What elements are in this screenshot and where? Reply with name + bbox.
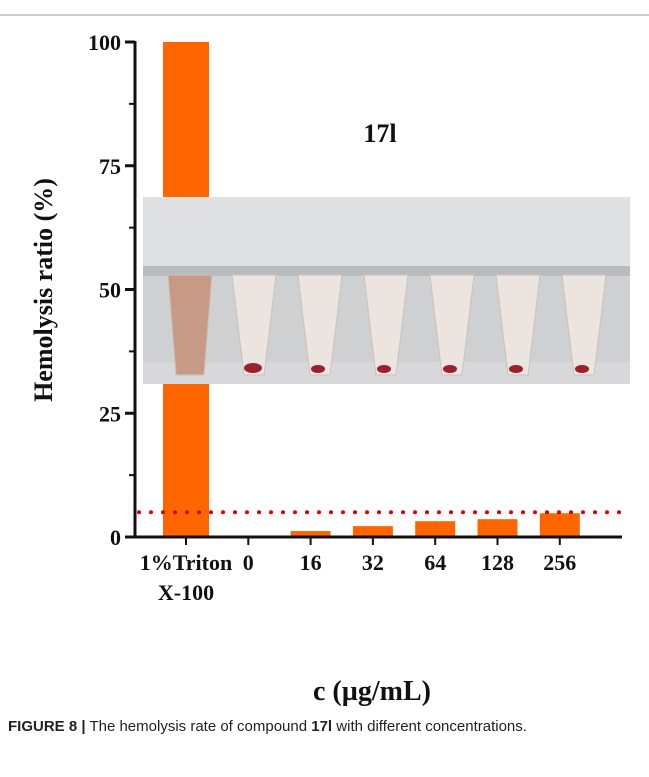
bar xyxy=(415,521,456,537)
x-axis-label: c (µg/mL) xyxy=(313,676,431,707)
y-tick-label: 100 xyxy=(88,30,121,55)
bar xyxy=(539,513,580,537)
x-tick-label: 16 xyxy=(299,550,322,575)
caption-compound: 17l xyxy=(311,718,333,735)
bar xyxy=(290,531,331,537)
x-tick-label: 1%Triton X-100 xyxy=(139,550,233,605)
x-tick-label: 64 xyxy=(424,550,447,575)
y-tick-label: 0 xyxy=(110,525,121,550)
caption-text: The hemolysis rate of compound xyxy=(89,718,308,735)
x-tick-label: 128 xyxy=(481,550,514,575)
photo-inset xyxy=(143,197,630,384)
bar xyxy=(477,519,518,537)
chart-title: 17l xyxy=(363,119,396,148)
caption-text: with different concentrations. xyxy=(336,718,527,735)
x-tick-label: 32 xyxy=(361,550,384,575)
caption-label: FIGURE 8 | xyxy=(8,718,86,735)
x-tick-label: 256 xyxy=(543,550,577,575)
y-axis-label: Hemolysis ratio (%) xyxy=(29,178,58,402)
y-tick-label: 75 xyxy=(99,154,121,179)
caption: FIGURE 8 | The hemolysis rate of compoun… xyxy=(8,716,638,738)
y-tick-label: 25 xyxy=(99,401,121,426)
y-tick-label: 50 xyxy=(99,278,121,303)
x-tick-label: 0 xyxy=(242,550,254,575)
bar xyxy=(352,526,393,537)
